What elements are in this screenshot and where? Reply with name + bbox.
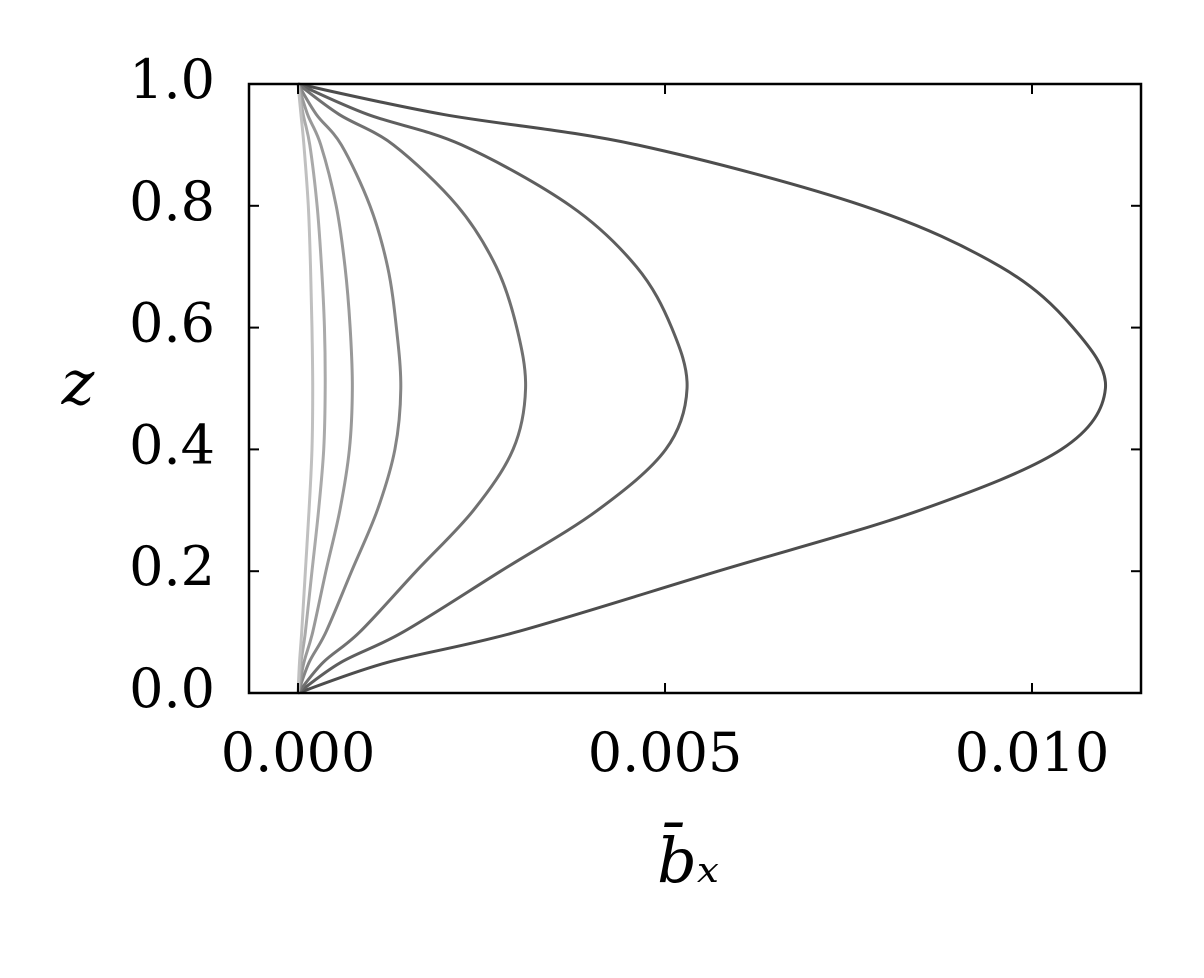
plot-frame — [247, 82, 1143, 695]
y-tick-label: 0.2 — [129, 535, 215, 598]
profile-line — [296, 83, 354, 694]
profile-line — [297, 82, 1107, 695]
y-tick-label: 0.8 — [129, 170, 215, 233]
x-tick-label: 0.010 — [955, 721, 1110, 784]
y-tick-label: 0.4 — [129, 413, 215, 476]
profile-line — [296, 83, 315, 694]
x-tick-label: 0.005 — [588, 721, 743, 784]
y-tick-label: 0.6 — [129, 292, 215, 355]
profile-line — [297, 82, 689, 695]
profile-line — [296, 83, 403, 694]
y-tick-label: 0.0 — [129, 657, 215, 720]
x-axis-label: b̄ₓ — [657, 822, 719, 897]
profile-line — [296, 82, 528, 694]
y-tick-label: 1.0 — [129, 48, 215, 111]
y-axis-label: z — [61, 346, 95, 419]
x-tick-label: 0.000 — [221, 721, 376, 784]
profile-line — [296, 83, 327, 694]
